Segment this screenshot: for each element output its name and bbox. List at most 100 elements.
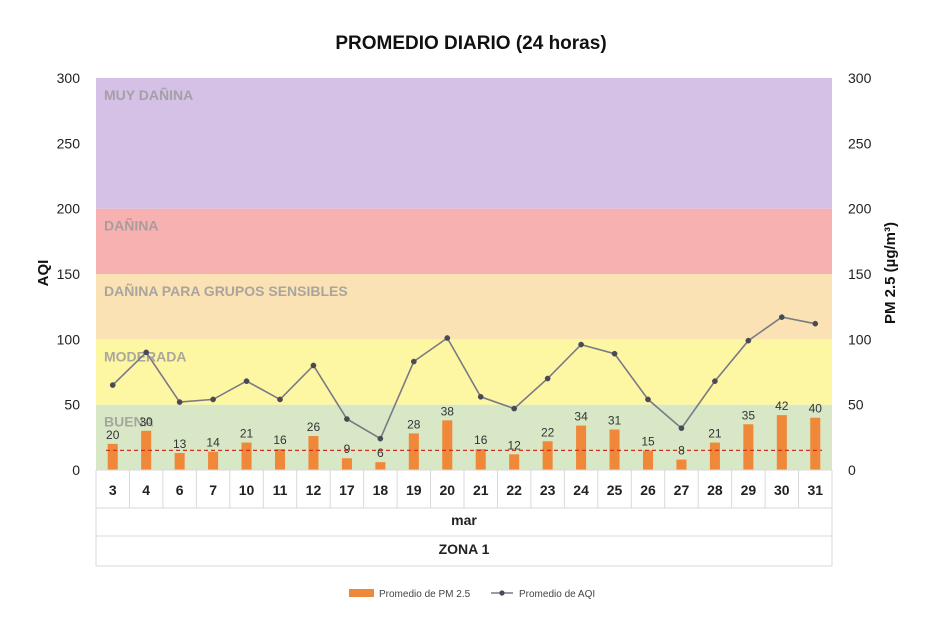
x-tick-2: 6: [176, 482, 184, 498]
y-left-tick-6: 300: [57, 70, 81, 86]
pm25-data-label-8: 6: [377, 446, 384, 460]
y-right-tick-5: 250: [848, 135, 872, 151]
x-tick-19: 29: [741, 482, 757, 498]
pm25-data-label-2: 13: [173, 437, 187, 451]
y-left-tick-0: 0: [72, 462, 80, 478]
aqi-point-11: [477, 393, 484, 400]
aqi-band-0: [96, 404, 832, 470]
y-right-tick-2: 100: [848, 331, 872, 347]
x-tick-20: 30: [774, 482, 790, 498]
aqi-point-21: [812, 320, 819, 327]
y-left-tick-1: 50: [64, 397, 80, 413]
aqi-band-label-3: DAÑINA: [104, 217, 158, 234]
pm25-data-label-6: 26: [307, 420, 321, 434]
pm25-bar-8: [375, 462, 386, 470]
legend-aqi-swatch-marker: [499, 590, 505, 596]
x-tick-5: 11: [273, 482, 288, 498]
pm25-bar-13: [542, 441, 553, 470]
pm25-data-label-17: 8: [678, 444, 685, 458]
pm25-data-label-1: 30: [140, 415, 154, 429]
y-left-tick-2: 100: [57, 331, 81, 347]
pm25-bar-6: [308, 436, 319, 470]
pm25-bar-19: [743, 424, 754, 470]
x-axis-category-table: 3 4 6 7 10 11 12 17 18 19 20 21 22 23 24 25 26 27 28 29 30 31: [95, 469, 833, 567]
chart-title: PROMEDIO DIARIO (24 horas): [335, 33, 606, 54]
y-axis-left-title: AQI: [35, 260, 52, 287]
legend-pm25-swatch: [349, 589, 374, 597]
y-left-tick-5: 250: [57, 135, 81, 151]
pm25-data-label-14: 34: [574, 410, 588, 424]
aqi-point-8: [377, 435, 384, 442]
x-tick-18: 28: [707, 482, 723, 498]
x-axis-group-label: ZONA 1: [439, 541, 490, 557]
pm25-bar-18: [709, 442, 720, 470]
x-tick-12: 22: [506, 482, 522, 498]
y-right-tick-4: 200: [848, 201, 872, 217]
legend-aqi-label: Promedio de AQI: [519, 589, 595, 600]
y-left-tick-3: 150: [57, 266, 81, 282]
aqi-point-18: [712, 378, 718, 384]
aqi-band-4: [96, 78, 832, 209]
aqi-point-17: [678, 425, 685, 432]
y-right-tick-1: 50: [848, 397, 864, 413]
aqi-band-label-2: DAÑINA PARA GRUPOS SENSIBLES: [104, 282, 348, 299]
aqi-point-4: [243, 378, 250, 384]
pm25-data-label-5: 16: [273, 433, 287, 447]
pm25-data-label-11: 16: [474, 433, 488, 447]
pm25-data-label-20: 42: [775, 399, 789, 413]
x-tick-1: 4: [142, 482, 150, 498]
aqi-point-19: [745, 337, 752, 344]
pm25-data-label-19: 35: [742, 408, 756, 422]
x-tick-9: 19: [406, 482, 422, 498]
pm25-data-label-15: 31: [608, 413, 622, 427]
pm25-bar-16: [642, 450, 654, 470]
pm25-data-label-21: 40: [809, 402, 823, 416]
aqi-band-3: [96, 208, 832, 274]
aqi-band-2: [96, 274, 832, 340]
aqi-point-5: [277, 396, 283, 403]
y-axis-right-ticks: 0 50 100 150 200 250 300: [848, 70, 872, 478]
x-tick-10: 20: [439, 482, 455, 498]
x-tick-16: 26: [640, 482, 656, 498]
x-axis-title: mar: [451, 512, 477, 528]
pm25-bar-3: [208, 451, 219, 470]
y-axis-right-title: PM 2.5 (µg/m³): [882, 222, 899, 324]
pm25-bar-5: [274, 449, 286, 470]
pm25-bar-4: [241, 442, 252, 470]
pm25-bar-20: [776, 415, 787, 470]
pm25-data-label-16: 15: [641, 434, 655, 448]
aqi-point-10: [444, 335, 451, 341]
pm25-bar-15: [609, 429, 620, 470]
pm25-bar-1: [141, 430, 152, 470]
aqi-point-9: [410, 358, 417, 365]
aqi-point-20: [778, 314, 785, 320]
pm25-data-label-12: 12: [508, 438, 522, 452]
aqi-point-1: [143, 349, 150, 356]
aqi-band-labels: BUENA MODERADA DAÑINA PARA GRUPOS SENSIBLE…: [104, 86, 348, 430]
pm25-bar-7: [341, 458, 352, 470]
bar-data-labels: 20 30 13 14 21 16 26 9 6 28 38 16 12 22 34 31 15 8 21 35 42 4…: [106, 399, 822, 460]
x-tick-3: 7: [209, 482, 217, 498]
aqi-point-16: [645, 396, 651, 403]
x-tick-21: 31: [807, 482, 823, 498]
pm25-data-label-18: 21: [708, 427, 722, 441]
pm25-bar-17: [676, 459, 687, 470]
x-tick-14: 24: [573, 482, 589, 498]
y-right-tick-3: 150: [848, 266, 872, 282]
aqi-point-12: [511, 405, 518, 412]
aqi-line-group: [109, 314, 819, 442]
pm25-data-label-9: 28: [407, 417, 421, 431]
aqi-band-1: [96, 339, 832, 405]
pm25-data-label-3: 14: [206, 436, 220, 450]
y-right-tick-0: 0: [848, 462, 856, 478]
aqi-point-14: [578, 341, 584, 348]
x-tick-0: 3: [109, 482, 117, 498]
aqi-bands: [96, 78, 832, 470]
y-axis-left-ticks: 0 50 100 150 200 250 300: [57, 70, 81, 478]
aqi-point-7: [344, 416, 350, 422]
pm25-bar-10: [442, 420, 453, 470]
pm25-bar-0: [107, 443, 118, 470]
pm25-data-label-13: 22: [541, 425, 555, 439]
x-tick-17: 27: [674, 482, 690, 498]
